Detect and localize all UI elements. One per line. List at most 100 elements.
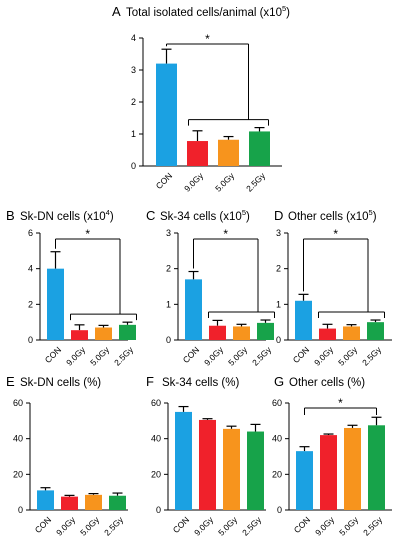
x-tick-label: 5.0Gy: [337, 514, 361, 538]
panel-title-superscript: 4: [106, 208, 110, 217]
y-tick-label: 1: [166, 299, 171, 309]
x-tick-label: 2.5Gy: [360, 344, 384, 368]
bar-9-0gy: [319, 328, 336, 340]
panel-title-end: ): [373, 211, 377, 223]
panel-title-superscript: 5: [282, 4, 286, 13]
bar-5-0gy: [343, 326, 360, 340]
bar-2-5gy: [119, 324, 136, 340]
y-tick-label: 0: [277, 505, 282, 515]
panel-title: Sk-DN cells (x104): [20, 208, 114, 223]
x-tick-label: CON: [291, 345, 311, 365]
panel-letter: E: [6, 374, 15, 389]
x-tick-label: 2.5Gy: [250, 344, 274, 368]
y-tick-label: 2: [166, 264, 171, 274]
x-tick-label: 2.5Gy: [361, 514, 385, 538]
y-tick-label: 40: [272, 434, 282, 444]
y-tick-label: 3: [166, 228, 171, 238]
y-tick-label: 40: [13, 434, 23, 444]
bar-5-0gy: [218, 139, 239, 166]
bar-con: [156, 63, 177, 166]
panel-title-end: ): [246, 211, 250, 223]
y-tick-label: 1: [276, 299, 281, 309]
y-tick-label: 20: [13, 469, 23, 479]
y-tick-label: 3: [131, 65, 136, 75]
bar-9-0gy: [71, 330, 88, 340]
y-tick-label: 60: [13, 398, 23, 408]
y-tick-label: 0: [276, 335, 281, 345]
panel-title-text: Sk-DN cells (%): [20, 377, 101, 389]
x-tick-label: CON: [154, 171, 174, 191]
x-tick-label: 9.0Gy: [313, 514, 337, 538]
y-tick-label: 20: [151, 469, 161, 479]
bar-9-0gy: [320, 435, 337, 510]
bar-con: [175, 411, 192, 510]
bar-5-0gy: [95, 327, 112, 340]
x-tick-label: 5.0Gy: [78, 514, 102, 538]
chart-panel-g: G Other cells (%) 0 20 40 60 CON 9.0Gy 5.0Gy 2.5G…: [272, 374, 392, 538]
bar-2-5gy: [249, 131, 270, 166]
bar-2-5gy: [109, 495, 126, 510]
panel-title-text: Other cells (x10: [288, 211, 369, 223]
chart-panel-f: F Sk-34 cells (%) 0 20 40 60 CON 9.0Gy 5.0Gy 2.5G…: [146, 374, 266, 538]
bar-9-0gy: [199, 419, 216, 510]
y-tick-label: 0: [18, 505, 23, 515]
bar-con: [185, 279, 202, 340]
bar-5-0gy: [223, 428, 240, 510]
panel-letter: A: [112, 4, 121, 19]
panel-title-text: Sk-34 cells (%): [162, 377, 239, 389]
chart-panel-c: C Sk-34 cells (x105) 0 1 2 3 CON 9.0Gy 5.0Gy 2.5G…: [146, 208, 275, 368]
bar-5-0gy: [344, 427, 361, 510]
panel-title: Other cells (x105): [288, 208, 377, 223]
bar-9-0gy: [209, 325, 226, 340]
y-tick-label: 40: [151, 434, 161, 444]
x-tick-label: 5.0Gy: [336, 344, 360, 368]
y-tick-label: 60: [151, 398, 161, 408]
panel-title: Sk-DN cells (%): [20, 377, 101, 389]
chart-panel-a: A Total isolated cells/animal (x105) 0 1 2 3 4…: [112, 4, 290, 194]
panel-title-text: Other cells (%): [289, 377, 365, 389]
x-tick-label: CON: [171, 515, 191, 535]
x-tick-label: 9.0Gy: [192, 514, 216, 538]
x-tick-label: 9.0Gy: [312, 344, 336, 368]
panel-title: Sk-34 cells (x105): [160, 208, 250, 223]
significance-star: *: [223, 227, 228, 241]
y-tick-label: 3: [276, 228, 281, 238]
x-tick-label: 2.5Gy: [240, 514, 264, 538]
bar-con: [37, 490, 54, 510]
bar-con: [295, 300, 312, 340]
x-tick-label: 5.0Gy: [226, 344, 250, 368]
bar-2-5gy: [257, 322, 274, 340]
panel-letter: D: [274, 208, 283, 223]
bar-con: [296, 451, 313, 510]
panel-title-text: Total isolated cells/animal (x10: [126, 7, 282, 19]
x-tick-label: CON: [181, 345, 201, 365]
chart-panel-e: E Sk-DN cells (%) 0 20 40 60 CON 9.0Gy 5.0Gy 2.5G…: [6, 374, 128, 538]
y-tick-label: 4: [28, 264, 33, 274]
y-tick-label: 2: [131, 97, 136, 107]
x-tick-label: 9.0Gy: [64, 344, 88, 368]
panel-title: Total isolated cells/animal (x105): [126, 4, 290, 19]
panel-title-text: Sk-34 cells (x10: [160, 211, 242, 223]
bar-9-0gy: [61, 496, 78, 510]
y-tick-label: 1: [131, 129, 136, 139]
y-tick-label: 2: [28, 299, 33, 309]
bar-9-0gy: [187, 141, 208, 166]
x-tick-label: 9.0Gy: [202, 344, 226, 368]
bar-2-5gy: [368, 425, 385, 510]
y-tick-label: 4: [131, 33, 136, 43]
panel-title: Sk-34 cells (%): [162, 377, 239, 389]
significance-star: *: [205, 32, 210, 46]
x-tick-label: CON: [43, 345, 63, 365]
significance-star: *: [338, 396, 343, 410]
panel-title-text: Sk-DN cells (x10: [20, 211, 106, 223]
x-tick-label: 5.0Gy: [213, 170, 237, 194]
panel-title-superscript: 5: [369, 208, 373, 217]
x-tick-label: CON: [292, 515, 312, 535]
chart-panel-d: D Other cells (x105) 0 1 2 3 CON 9.0Gy 5.0Gy 2.5G…: [274, 208, 392, 368]
panel-letter: G: [274, 374, 284, 389]
y-tick-label: 6: [28, 228, 33, 238]
y-tick-label: 20: [272, 469, 282, 479]
x-tick-label: 5.0Gy: [88, 344, 112, 368]
